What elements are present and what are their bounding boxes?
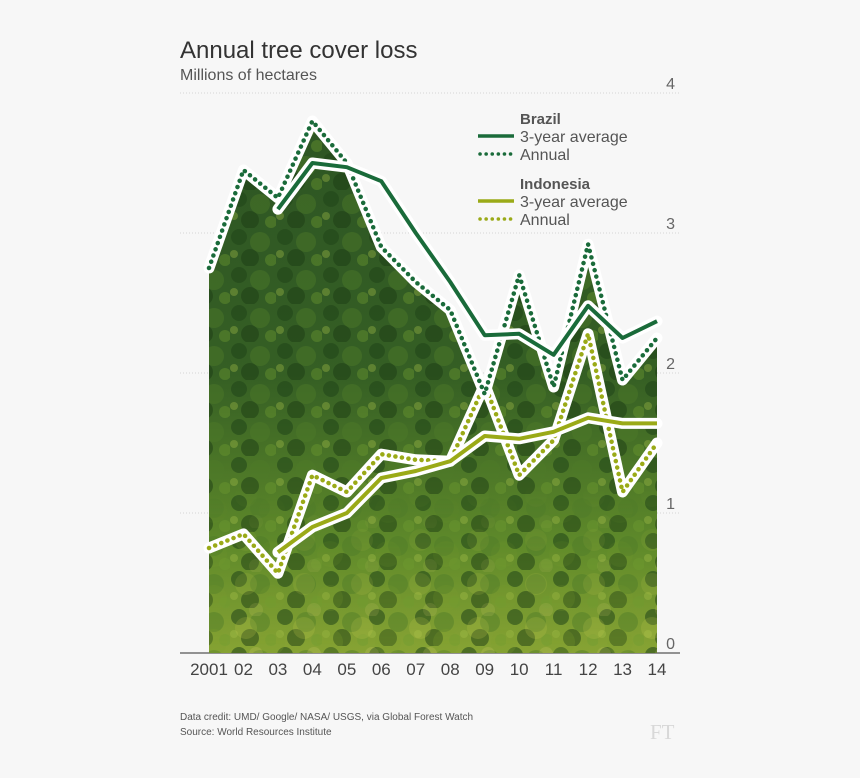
legend-indonesia-average-label: 3-year average [520,194,628,211]
brazil-average-line [276,161,658,357]
legend-brazil-average-label: 3-year average [520,129,628,146]
y-tick-label: 1 [666,496,675,513]
y-tick-label: 2 [666,356,675,373]
chart-subtitle: Millions of hectares [180,67,317,84]
y-tick-label: 3 [666,216,675,233]
x-tick-label: 09 [475,660,494,679]
x-tick-label: 2001 [190,660,228,679]
x-tick-label: 11 [545,660,563,679]
x-tick-label: 12 [579,660,598,679]
x-tick-label: 10 [510,660,529,679]
legend-indonesia-annual-label: Annual [520,212,570,229]
indonesia-average-line [276,415,657,554]
x-tick-label: 06 [372,660,391,679]
legend-brazil-annual-label: Annual [520,147,570,164]
x-tick-label: 05 [337,660,356,679]
source-credit: Source: World Resources Institute [180,727,332,738]
data-credit: Data credit: UMD/ Google/ NASA/ USGS, vi… [180,712,473,723]
x-tick-label: 04 [303,660,322,679]
chart-title: Annual tree cover loss [180,37,417,64]
x-tick-label: 14 [648,660,667,679]
x-tick-label: 02 [234,660,253,679]
x-tick-label: 08 [441,660,460,679]
legend-brazil-heading: Brazil [520,111,561,128]
x-tick-label: 13 [613,660,632,679]
x-axis: 2001 02 03 04 05 06 07 08 09 10 11 12 13 14 [190,660,666,679]
y-tick-label: 0 [666,636,675,653]
x-tick-label: 07 [406,660,425,679]
ft-logo: FT [650,720,675,744]
x-tick-label: 03 [268,660,287,679]
y-tick-label: 4 [666,76,675,93]
series-layer [203,115,663,579]
legend: Brazil 3-year average Annual Indonesia 3… [478,111,628,229]
brazil-annual-line [206,118,660,397]
y-axis: 0 1 2 3 4 [666,76,675,653]
legend-indonesia-heading: Indonesia [520,176,591,193]
